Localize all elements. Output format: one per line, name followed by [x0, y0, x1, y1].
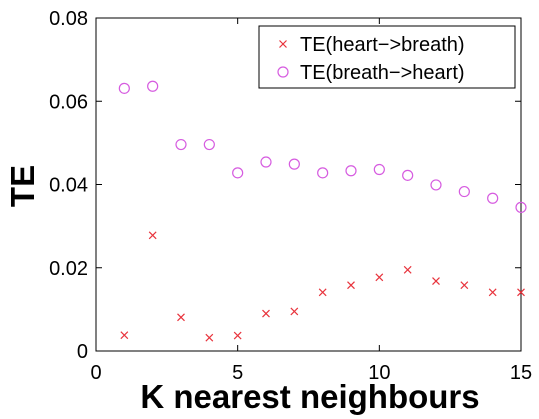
x-tick-label: 15	[510, 362, 532, 384]
x-axis-ticks: 0 5 10 15	[90, 18, 532, 384]
data-point-heart-to-breath	[205, 333, 214, 342]
data-point-heart-to-breath	[460, 281, 469, 290]
legend-marker-circle	[277, 66, 289, 78]
data-point-breath-to-heart	[402, 169, 414, 181]
data-points	[118, 80, 527, 342]
data-point-heart-to-breath	[403, 265, 412, 274]
y-tick-label: 0.02	[49, 258, 88, 280]
data-point-heart-to-breath	[177, 313, 185, 322]
data-point-breath-to-heart	[487, 192, 499, 204]
data-point-heart-to-breath	[375, 273, 384, 282]
legend: TE(heart−>breath) TE(breath−>heart)	[258, 25, 516, 89]
data-point-heart-to-breath	[488, 288, 497, 297]
data-point-breath-to-heart	[232, 167, 244, 179]
legend-label: TE(heart−>breath)	[300, 34, 465, 56]
y-tick-label: 0.04	[49, 175, 88, 197]
data-point-heart-to-breath	[233, 331, 242, 340]
data-point-breath-to-heart	[118, 82, 130, 94]
data-point-breath-to-heart	[317, 167, 329, 179]
data-point-breath-to-heart	[203, 138, 215, 151]
y-axis-ticks: 0 0.02 0.04 0.06 0.08	[49, 8, 521, 363]
x-axis-title: K nearest neighbours	[140, 378, 479, 415]
data-point-breath-to-heart	[260, 156, 272, 168]
data-point-heart-to-breath	[290, 307, 299, 316]
data-point-breath-to-heart	[458, 185, 470, 198]
data-point-heart-to-breath	[517, 288, 525, 297]
data-point-heart-to-breath	[262, 309, 270, 318]
data-point-breath-to-heart	[515, 201, 527, 213]
x-tick-label: 0	[90, 362, 101, 384]
legend-box	[258, 25, 516, 89]
data-point-heart-to-breath	[148, 231, 157, 240]
data-point-heart-to-breath	[347, 281, 355, 290]
y-axis-title: TE	[4, 165, 41, 207]
data-point-breath-to-heart	[175, 138, 187, 151]
x-tick-label: 5	[232, 362, 243, 384]
y-tick-label: 0.08	[49, 8, 88, 30]
legend-marker-x	[279, 40, 287, 48]
y-tick-label: 0	[77, 341, 88, 363]
data-point-breath-to-heart	[147, 80, 159, 92]
data-point-breath-to-heart	[430, 179, 442, 191]
legend-label: TE(breath−>heart)	[300, 62, 465, 84]
data-point-heart-to-breath	[318, 288, 327, 297]
data-point-breath-to-heart	[288, 158, 300, 170]
y-tick-label: 0.06	[49, 91, 88, 113]
x-tick-label: 10	[368, 362, 390, 384]
data-point-breath-to-heart	[345, 165, 357, 177]
data-point-heart-to-breath	[432, 277, 440, 285]
data-point-breath-to-heart	[373, 163, 385, 176]
data-point-heart-to-breath	[120, 331, 129, 340]
